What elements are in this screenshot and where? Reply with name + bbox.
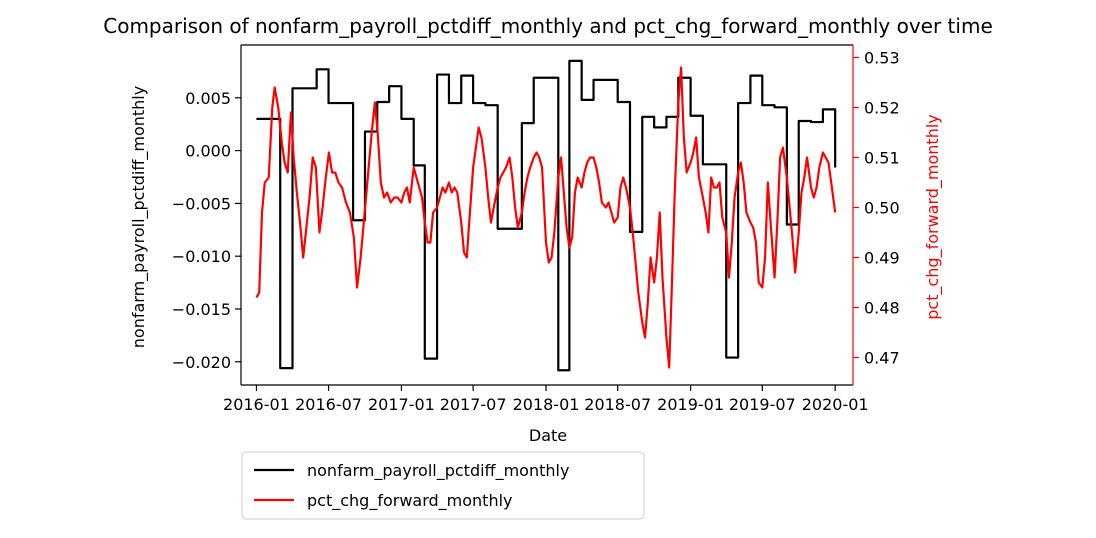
y-right-tick-label: 0.53 (864, 49, 900, 68)
y-right-tick-label: 0.51 (864, 149, 900, 168)
y-left-tick-label: −0.010 (172, 247, 231, 266)
x-tick-label: 2018-01 (513, 395, 580, 414)
x-axis-label: Date (529, 426, 567, 445)
legend: nonfarm_payroll_pctdiff_monthly pct_chg_… (241, 451, 645, 520)
x-tick-label: 2017-01 (368, 395, 435, 414)
y-axis-left-label: nonfarm_payroll_pctdiff_monthly (129, 86, 149, 348)
y-left-tick-label: −0.020 (172, 353, 231, 372)
y-right-tick-label: 0.52 (864, 99, 900, 118)
legend-label-pct-chg: pct_chg_forward_monthly (307, 491, 513, 511)
x-tick-label: 2016-07 (295, 395, 362, 414)
y-axis-right-label: pct_chg_forward_monthly (923, 114, 943, 320)
x-tick-label: 2019-01 (657, 395, 724, 414)
y-right-tick-label: 0.47 (864, 349, 900, 368)
y-left-tick-label: 0.000 (185, 142, 231, 161)
x-tick-label: 2017-07 (440, 395, 507, 414)
y-right-tick-label: 0.50 (864, 199, 900, 218)
series-line-pct-chg (255, 66, 837, 369)
y-left-tick-label: −0.015 (172, 300, 231, 319)
x-tick-label: 2019-07 (729, 395, 796, 414)
x-tick-label: 2020-01 (802, 395, 869, 414)
y-right-tick-label: 0.48 (864, 299, 900, 318)
legend-label-nonfarm: nonfarm_payroll_pctdiff_monthly (307, 461, 569, 481)
x-tick-label: 2016-01 (223, 395, 290, 414)
legend-box (241, 451, 645, 520)
y-left-tick-label: −0.005 (172, 194, 231, 213)
axes: 2016-01 2016-07 2017-01 2017-07 2018-01 2018-… (172, 44, 900, 414)
series-line-nonfarm (256, 59, 837, 372)
y-left-tick-label: 0.005 (185, 89, 231, 108)
plot-area (255, 59, 837, 372)
chart-title: Comparison of nonfarm_payroll_pctdiff_mo… (103, 14, 993, 38)
x-tick-label: 2018-07 (584, 395, 651, 414)
y-right-tick-label: 0.49 (864, 249, 900, 268)
